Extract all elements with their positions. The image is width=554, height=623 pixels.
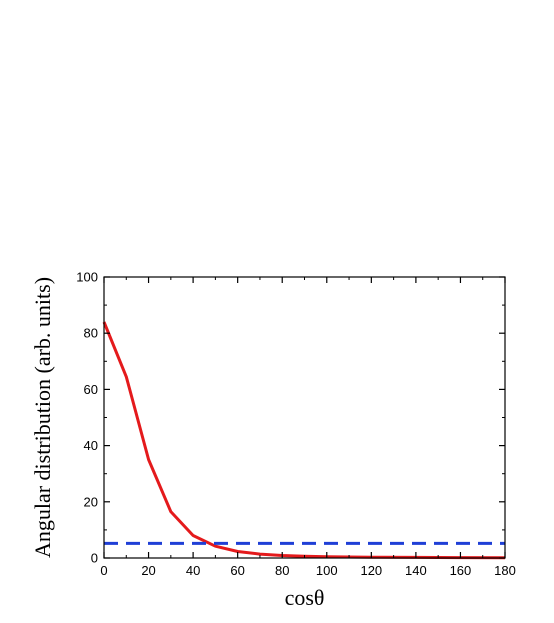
x-axis-title: cosθ [285,585,325,610]
y-tick-label: 60 [84,382,98,397]
y-tick-label: 20 [84,494,98,509]
x-tick-label: 100 [316,563,338,578]
y-axis-title: Angular distribution (arb. units) [30,277,55,558]
x-tick-label: 60 [230,563,244,578]
x-tick-label: 180 [494,563,516,578]
series-layer [102,321,506,560]
x-tick-label: 80 [275,563,289,578]
x-tick-label: 120 [360,563,382,578]
x-tick-label: 140 [405,563,427,578]
solid-distribution-line [102,321,506,560]
ticks-layer: 0 20 40 60 80 100 120 140 160 180 0 20 40 60 80 100 [76,270,516,579]
y-tick-label: 100 [76,270,98,285]
x-tick-label: 40 [186,563,200,578]
y-tick-label: 40 [84,438,98,453]
x-tick-label: 160 [450,563,472,578]
x-tick-label: 0 [100,563,107,578]
x-tick-label: 20 [141,563,155,578]
y-tick-label: 0 [91,551,98,566]
y-tick-label: 80 [84,326,98,341]
